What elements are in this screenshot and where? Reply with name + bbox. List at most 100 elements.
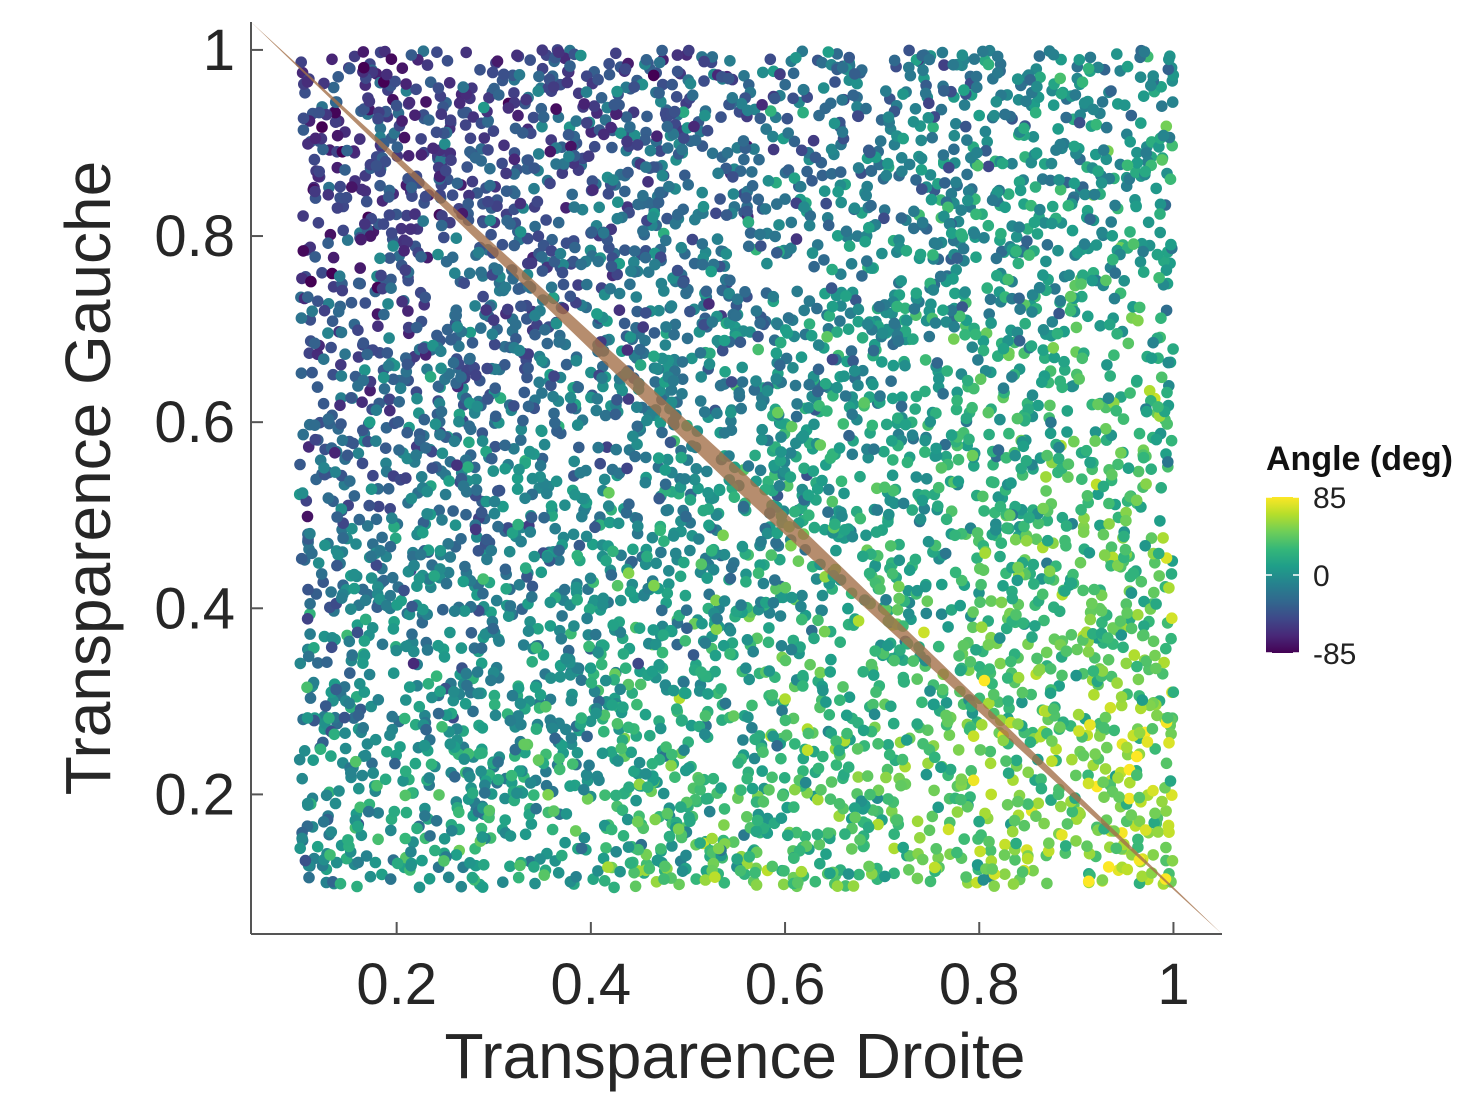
scatter-point xyxy=(940,697,953,709)
scatter-point xyxy=(556,610,568,622)
scatter-point xyxy=(548,255,561,268)
scatter-point xyxy=(359,613,372,626)
scatter-point xyxy=(545,281,558,294)
scatter-point xyxy=(1002,188,1015,200)
scatter-point xyxy=(687,649,700,661)
scatter-point xyxy=(345,603,357,615)
scatter-point xyxy=(982,219,995,232)
scatter-point xyxy=(851,743,864,755)
scatter-point xyxy=(663,578,675,590)
scatter-point xyxy=(301,613,314,625)
scatter-point xyxy=(488,698,501,711)
scatter-point xyxy=(897,132,909,145)
scatter-point xyxy=(538,511,550,524)
scatter-point xyxy=(684,77,697,90)
scatter-point xyxy=(622,393,635,405)
scatter-point xyxy=(409,109,421,121)
scatter-point xyxy=(435,405,448,418)
scatter-point xyxy=(832,186,844,198)
scatter-point xyxy=(736,376,749,388)
scatter-point xyxy=(552,867,565,879)
scatter-point xyxy=(679,169,691,182)
scatter-point xyxy=(706,316,719,328)
scatter-point xyxy=(436,721,448,733)
scatter-point xyxy=(897,497,910,510)
scatter-point xyxy=(356,396,368,409)
scatter-point xyxy=(660,234,672,247)
scatter-point xyxy=(420,96,432,108)
scatter-point xyxy=(627,543,639,556)
scatter-point xyxy=(1165,632,1177,645)
scatter-point xyxy=(932,500,944,512)
scatter-point xyxy=(330,856,343,869)
scatter-point xyxy=(400,78,412,90)
scatter-point xyxy=(1056,669,1068,682)
scatter-point xyxy=(1123,792,1136,805)
scatter-point xyxy=(1145,463,1157,476)
scatter-point xyxy=(1108,292,1121,305)
scatter-point xyxy=(334,877,347,890)
scatter-point xyxy=(640,307,652,319)
scatter-point xyxy=(384,540,397,553)
scatter-point xyxy=(502,102,515,114)
scatter-point xyxy=(378,383,391,395)
scatter-point xyxy=(1038,614,1050,627)
scatter-point xyxy=(463,189,475,202)
scatter-point xyxy=(399,264,412,276)
scatter-point xyxy=(915,134,927,147)
scatter-point xyxy=(826,300,839,313)
scatter-point xyxy=(1026,289,1039,301)
scatter-point xyxy=(714,193,726,205)
scatter-point xyxy=(750,375,762,387)
scatter-point xyxy=(931,238,943,251)
scatter-point xyxy=(605,121,617,134)
scatter-point xyxy=(341,234,354,246)
scatter-point xyxy=(1006,825,1019,838)
scatter-point xyxy=(1127,567,1140,579)
scatter-point xyxy=(440,164,452,177)
scatter-point xyxy=(693,774,706,786)
scatter-point xyxy=(949,287,961,300)
scatter-point xyxy=(1100,274,1112,287)
scatter-point xyxy=(1124,776,1136,789)
scatter-point xyxy=(316,267,328,279)
scatter-point xyxy=(1097,144,1110,156)
scatter-point xyxy=(526,656,538,668)
scatter-point xyxy=(683,44,695,57)
scatter-point xyxy=(899,359,911,372)
scatter-point xyxy=(1037,269,1049,281)
scatter-point xyxy=(533,70,545,83)
scatter-point xyxy=(937,388,949,400)
scatter-point xyxy=(888,842,900,855)
scatter-point xyxy=(1136,694,1149,706)
scatter-point xyxy=(512,518,524,531)
scatter-point xyxy=(802,727,815,740)
scatter-point xyxy=(1134,71,1147,83)
scatter-point xyxy=(357,722,370,734)
scatter-point xyxy=(882,157,894,170)
scatter-point xyxy=(323,712,335,724)
scatter-point xyxy=(593,774,605,787)
scatter-point xyxy=(903,864,915,876)
scatter-point xyxy=(517,639,530,651)
scatter-point xyxy=(662,142,674,154)
scatter-point xyxy=(656,169,669,182)
scatter-point xyxy=(379,773,392,786)
scatter-point xyxy=(466,337,479,349)
scatter-point xyxy=(355,183,368,196)
scatter-point xyxy=(659,478,672,491)
scatter-point xyxy=(359,297,372,309)
scatter-point xyxy=(297,112,310,125)
scatter-point xyxy=(325,341,337,354)
scatter-point xyxy=(670,703,683,715)
scatter-point xyxy=(295,552,308,565)
scatter-point xyxy=(724,55,736,67)
scatter-point xyxy=(435,362,447,375)
scatter-point xyxy=(630,291,643,303)
scatter-point xyxy=(1135,117,1147,129)
scatter-point xyxy=(771,527,783,539)
scatter-point xyxy=(695,666,707,678)
scatter-point xyxy=(309,337,321,350)
scatter-point xyxy=(560,358,573,371)
scatter-point xyxy=(559,499,571,512)
